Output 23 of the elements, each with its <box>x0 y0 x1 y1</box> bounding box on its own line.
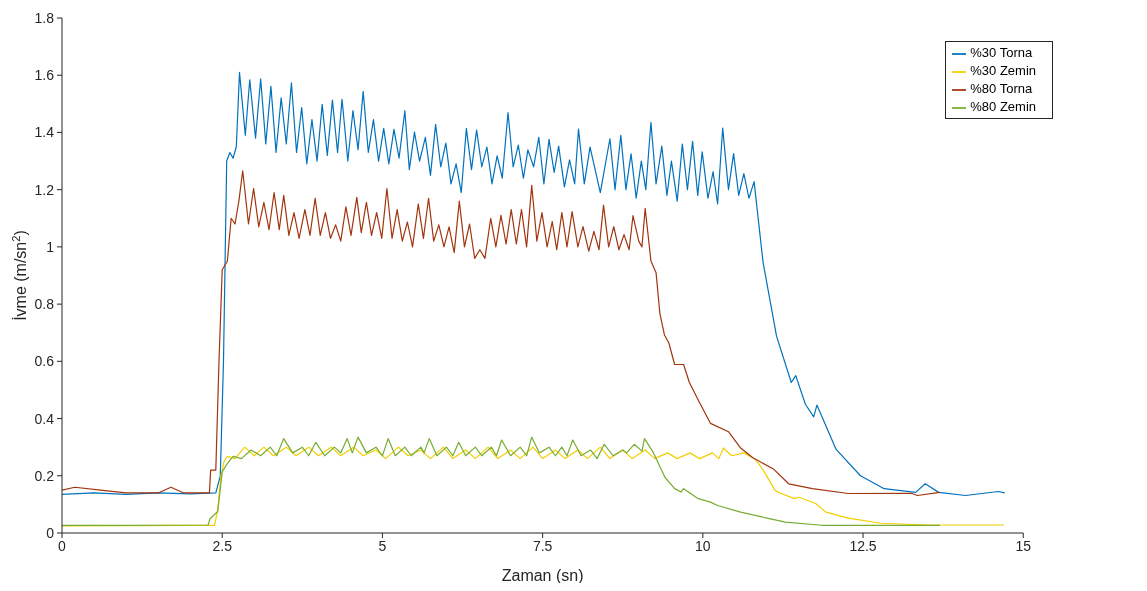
line-series <box>62 436 941 526</box>
legend-label: %80 Zemin <box>970 99 1036 114</box>
y-tick-label: 0.4 <box>34 410 55 427</box>
y-tick-label: 1.8 <box>34 9 55 26</box>
x-tick-label: 15 <box>1015 537 1032 554</box>
legend-label: %30 Zemin <box>970 63 1036 78</box>
y-tick-label: 0.2 <box>34 467 55 484</box>
y-tick-label: 1 <box>46 238 55 255</box>
line-series <box>62 170 941 497</box>
y-tick-label: 0 <box>46 524 55 541</box>
y-tick-label: 0.6 <box>34 353 55 370</box>
x-tick-label: 0 <box>58 537 67 554</box>
x-tick-label: 12.5 <box>849 537 877 554</box>
x-tick-label: 2.5 <box>212 537 233 554</box>
y-tick-label: 1.4 <box>34 124 55 141</box>
legend-label: %30 Torna <box>970 45 1033 60</box>
legend-label: %80 Torna <box>970 81 1033 96</box>
x-tick-label: 7.5 <box>532 537 553 554</box>
y-tick-label: 1.2 <box>34 181 55 198</box>
x-tick-label: 5 <box>378 537 387 554</box>
y-tick-label: 1.6 <box>34 67 55 84</box>
x-tick-label: 10 <box>695 537 711 554</box>
y-tick-label: 0.8 <box>34 296 55 313</box>
